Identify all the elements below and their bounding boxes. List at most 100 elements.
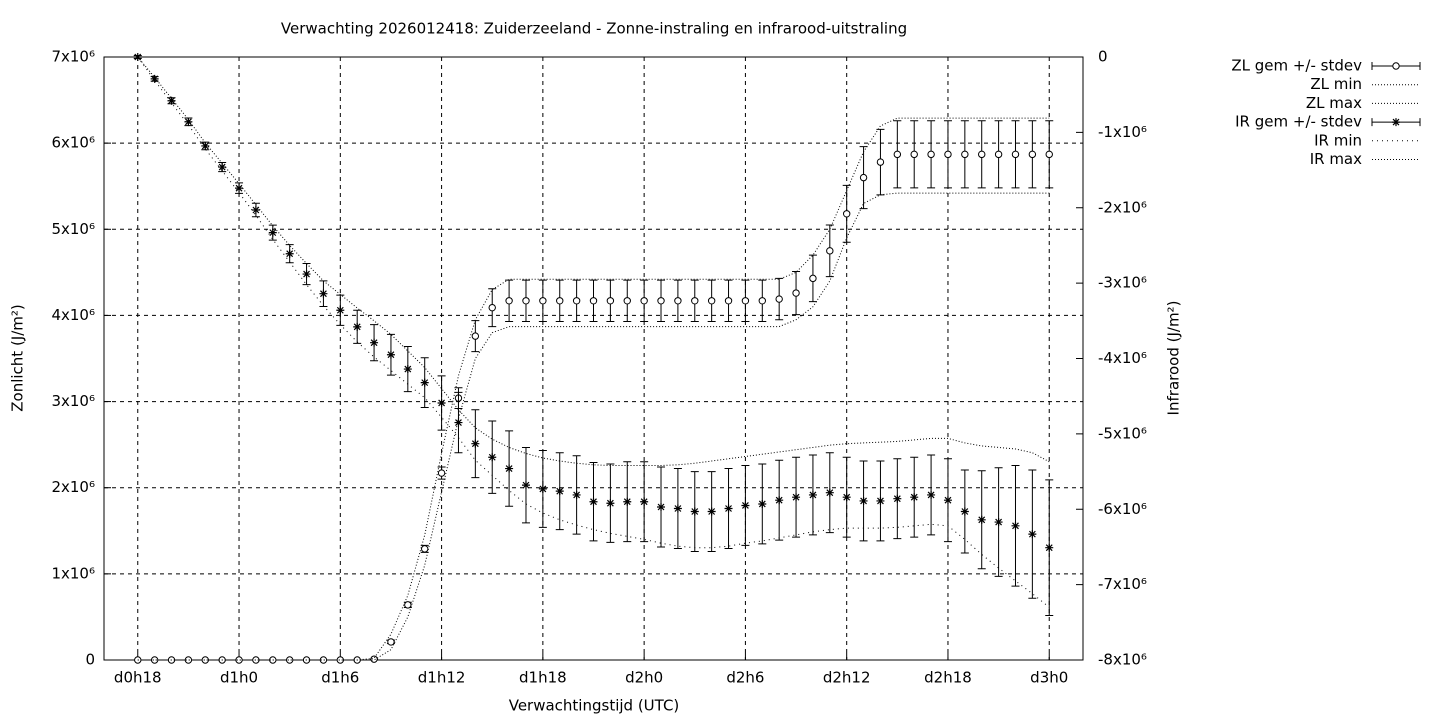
marker [386,350,395,359]
x-tick-label: d1h18 [519,669,567,687]
marker [1028,150,1037,159]
marker [927,490,936,499]
marker [556,297,564,305]
legend-label: IR max [1310,150,1362,168]
legend-label: ZL gem +/- stdev [1231,57,1362,75]
marker [640,497,649,506]
marker [724,297,733,305]
plot-border [103,56,1084,661]
y2-axis-label: Infrarood (J/m²) [1165,301,1183,416]
x-tick-label: d2h18 [924,669,972,687]
marker [370,338,379,347]
marker [792,289,800,297]
marker [319,656,328,664]
marker [657,297,665,305]
marker [1011,521,1020,530]
marker [606,499,615,508]
marker [572,297,581,305]
marker [910,493,919,502]
marker [690,507,699,516]
marker [691,297,699,305]
y2-tick-label: -2x10⁶ [1098,198,1147,216]
marker [640,297,648,305]
legend-label: ZL min [1310,75,1362,93]
y-axis-label: Zonlicht (J/m²) [9,304,27,412]
x-tick-label: d2h0 [625,669,663,687]
marker [792,493,801,502]
marker [235,656,243,664]
legend-label: ZL max [1306,94,1362,112]
marker [673,504,682,513]
legend-label: IR min [1314,131,1362,149]
marker [251,206,260,215]
marker [707,297,716,305]
y2-tick-label: -1x10⁶ [1098,123,1147,141]
marker [572,490,581,499]
y2-tick-label: -6x10⁶ [1098,500,1147,518]
marker [319,289,328,298]
marker [370,655,378,663]
series-line [137,56,1050,608]
marker [302,270,311,279]
marker [454,418,463,427]
marker [285,656,294,664]
marker [488,303,496,312]
marker [657,502,666,511]
marker [285,249,294,258]
marker [403,365,412,374]
marker [943,496,952,505]
marker [876,496,885,505]
marker [994,150,1003,159]
grid [104,56,1083,661]
y-tick-label: 3x10⁶ [51,392,95,410]
y2-tick-label: -7x10⁶ [1098,575,1147,593]
marker [336,306,345,315]
y2-tick-label: -3x10⁶ [1098,274,1147,292]
marker [623,497,632,506]
marker [994,518,1003,527]
marker [387,638,395,646]
marker [927,150,935,159]
marker [522,297,530,305]
y2-tick-label: 0 [1098,48,1108,66]
marker [859,173,868,182]
marker [977,515,986,524]
marker [471,439,480,448]
x-tick-label: d1h6 [321,669,359,687]
y-tick-label: 6x10⁶ [51,134,95,152]
marker [1011,150,1020,159]
marker [978,150,986,159]
y-tick-label: 0 [85,651,95,669]
marker [201,141,210,150]
marker [826,247,834,255]
marker [944,150,952,159]
marker [876,158,885,166]
y2-tick-label: -4x10⁶ [1098,349,1147,367]
marker [336,656,345,664]
marker [606,297,615,305]
x-tick-label: d3h0 [1030,669,1068,687]
marker [167,96,176,105]
marker [184,656,193,664]
marker [1392,118,1400,127]
marker [775,295,783,303]
x-tick-label: d1h12 [418,669,466,687]
chart-title: Verwachting 2026012418: Zuiderzeeland - … [281,20,907,38]
y-tick-label: 7x10⁶ [51,48,95,66]
marker [150,74,159,83]
marker [758,297,766,305]
x-tick-label: d1h0 [220,669,258,687]
x-axis-label: Verwachtingstijd (UTC) [509,697,680,715]
x-tick-label: d2h12 [823,669,871,687]
marker [538,484,547,493]
marker [825,488,834,497]
series-line [137,117,1050,661]
marker [842,210,851,218]
marker [623,297,631,305]
marker [505,464,514,473]
y-tick-label: 4x10⁶ [51,306,95,324]
x-tick-label: d0h18 [114,669,162,687]
series-line [137,56,1050,467]
marker [1028,530,1037,539]
